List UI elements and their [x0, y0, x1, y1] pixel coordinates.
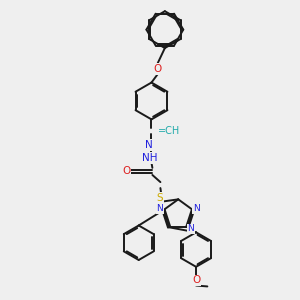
- Text: S: S: [157, 193, 163, 203]
- Text: N: N: [188, 224, 194, 233]
- Text: O: O: [122, 167, 130, 176]
- Text: N: N: [157, 204, 163, 213]
- Text: N: N: [145, 140, 153, 150]
- Text: N: N: [193, 204, 200, 213]
- Text: O: O: [153, 64, 162, 74]
- Text: O: O: [192, 275, 200, 286]
- Text: NH: NH: [142, 153, 158, 163]
- Text: =CH: =CH: [158, 126, 180, 136]
